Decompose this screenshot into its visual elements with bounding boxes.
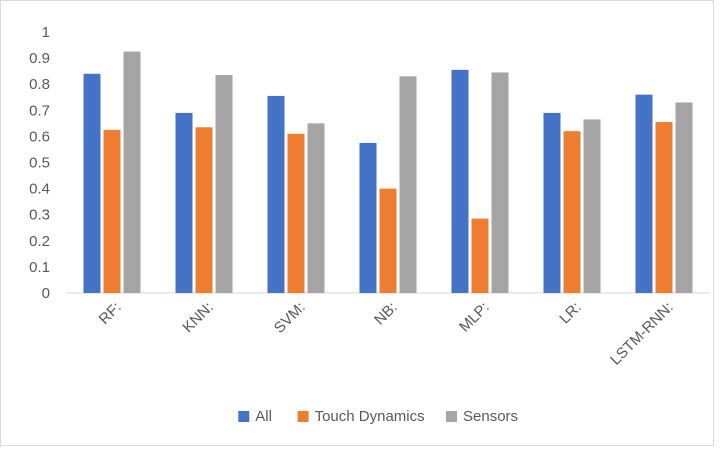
y-tick-label: 1 xyxy=(42,24,50,41)
bar xyxy=(195,127,213,293)
y-tick-label: 0.3 xyxy=(29,207,50,224)
y-tick-label: 0.9 xyxy=(29,50,50,67)
bars-group xyxy=(83,51,693,294)
bar xyxy=(215,75,233,293)
bar xyxy=(543,112,561,293)
bar xyxy=(675,102,693,293)
y-axis-ticks: 0 0.1 0.2 0.3 0.4 0.5 0.6 0.7 0.8 0.9 1 xyxy=(29,24,50,302)
legend: All Touch Dynamics Sensors xyxy=(238,408,518,425)
y-tick-label: 0.6 xyxy=(29,128,50,145)
x-tick-label: KNN: xyxy=(179,299,216,336)
y-tick-label: 0.5 xyxy=(29,155,50,172)
legend-swatch xyxy=(238,411,250,422)
x-axis-ticks: RF: KNN: SVM: NB: MLP: LR: LSTM-RNN: xyxy=(96,299,677,369)
y-tick-label: 0.8 xyxy=(29,76,50,93)
bar xyxy=(655,122,673,293)
bar xyxy=(583,119,601,293)
legend-label: All xyxy=(255,408,272,425)
x-tick-label: SVM: xyxy=(271,299,309,337)
bar xyxy=(635,94,653,293)
x-tick-label: RF: xyxy=(96,299,125,328)
bar xyxy=(83,73,101,293)
bar xyxy=(563,131,581,293)
legend-swatch xyxy=(297,411,309,422)
bar xyxy=(307,123,325,293)
x-tick-label: LR: xyxy=(556,299,585,328)
bar xyxy=(399,76,417,294)
y-tick-label: 0.4 xyxy=(29,181,50,198)
bar xyxy=(123,51,141,294)
y-tick-label: 0 xyxy=(42,285,50,302)
bar xyxy=(175,112,193,293)
legend-swatch xyxy=(446,411,457,422)
y-tick-label: 0.1 xyxy=(29,259,50,276)
x-tick-label: NB: xyxy=(371,299,401,329)
y-tick-label: 0.2 xyxy=(29,233,50,250)
bar xyxy=(359,142,377,293)
bar xyxy=(451,69,469,293)
x-tick-label: MLP: xyxy=(456,299,493,336)
bar xyxy=(379,188,397,293)
bar xyxy=(267,95,285,293)
y-tick-label: 0.7 xyxy=(29,102,50,119)
legend-label: Sensors xyxy=(463,408,518,425)
bar xyxy=(471,218,489,293)
bar xyxy=(287,133,305,293)
legend-label: Touch Dynamics xyxy=(315,408,425,425)
bar xyxy=(103,129,121,293)
bar xyxy=(491,72,509,293)
x-tick-label: LSTM-RNN: xyxy=(607,299,677,369)
